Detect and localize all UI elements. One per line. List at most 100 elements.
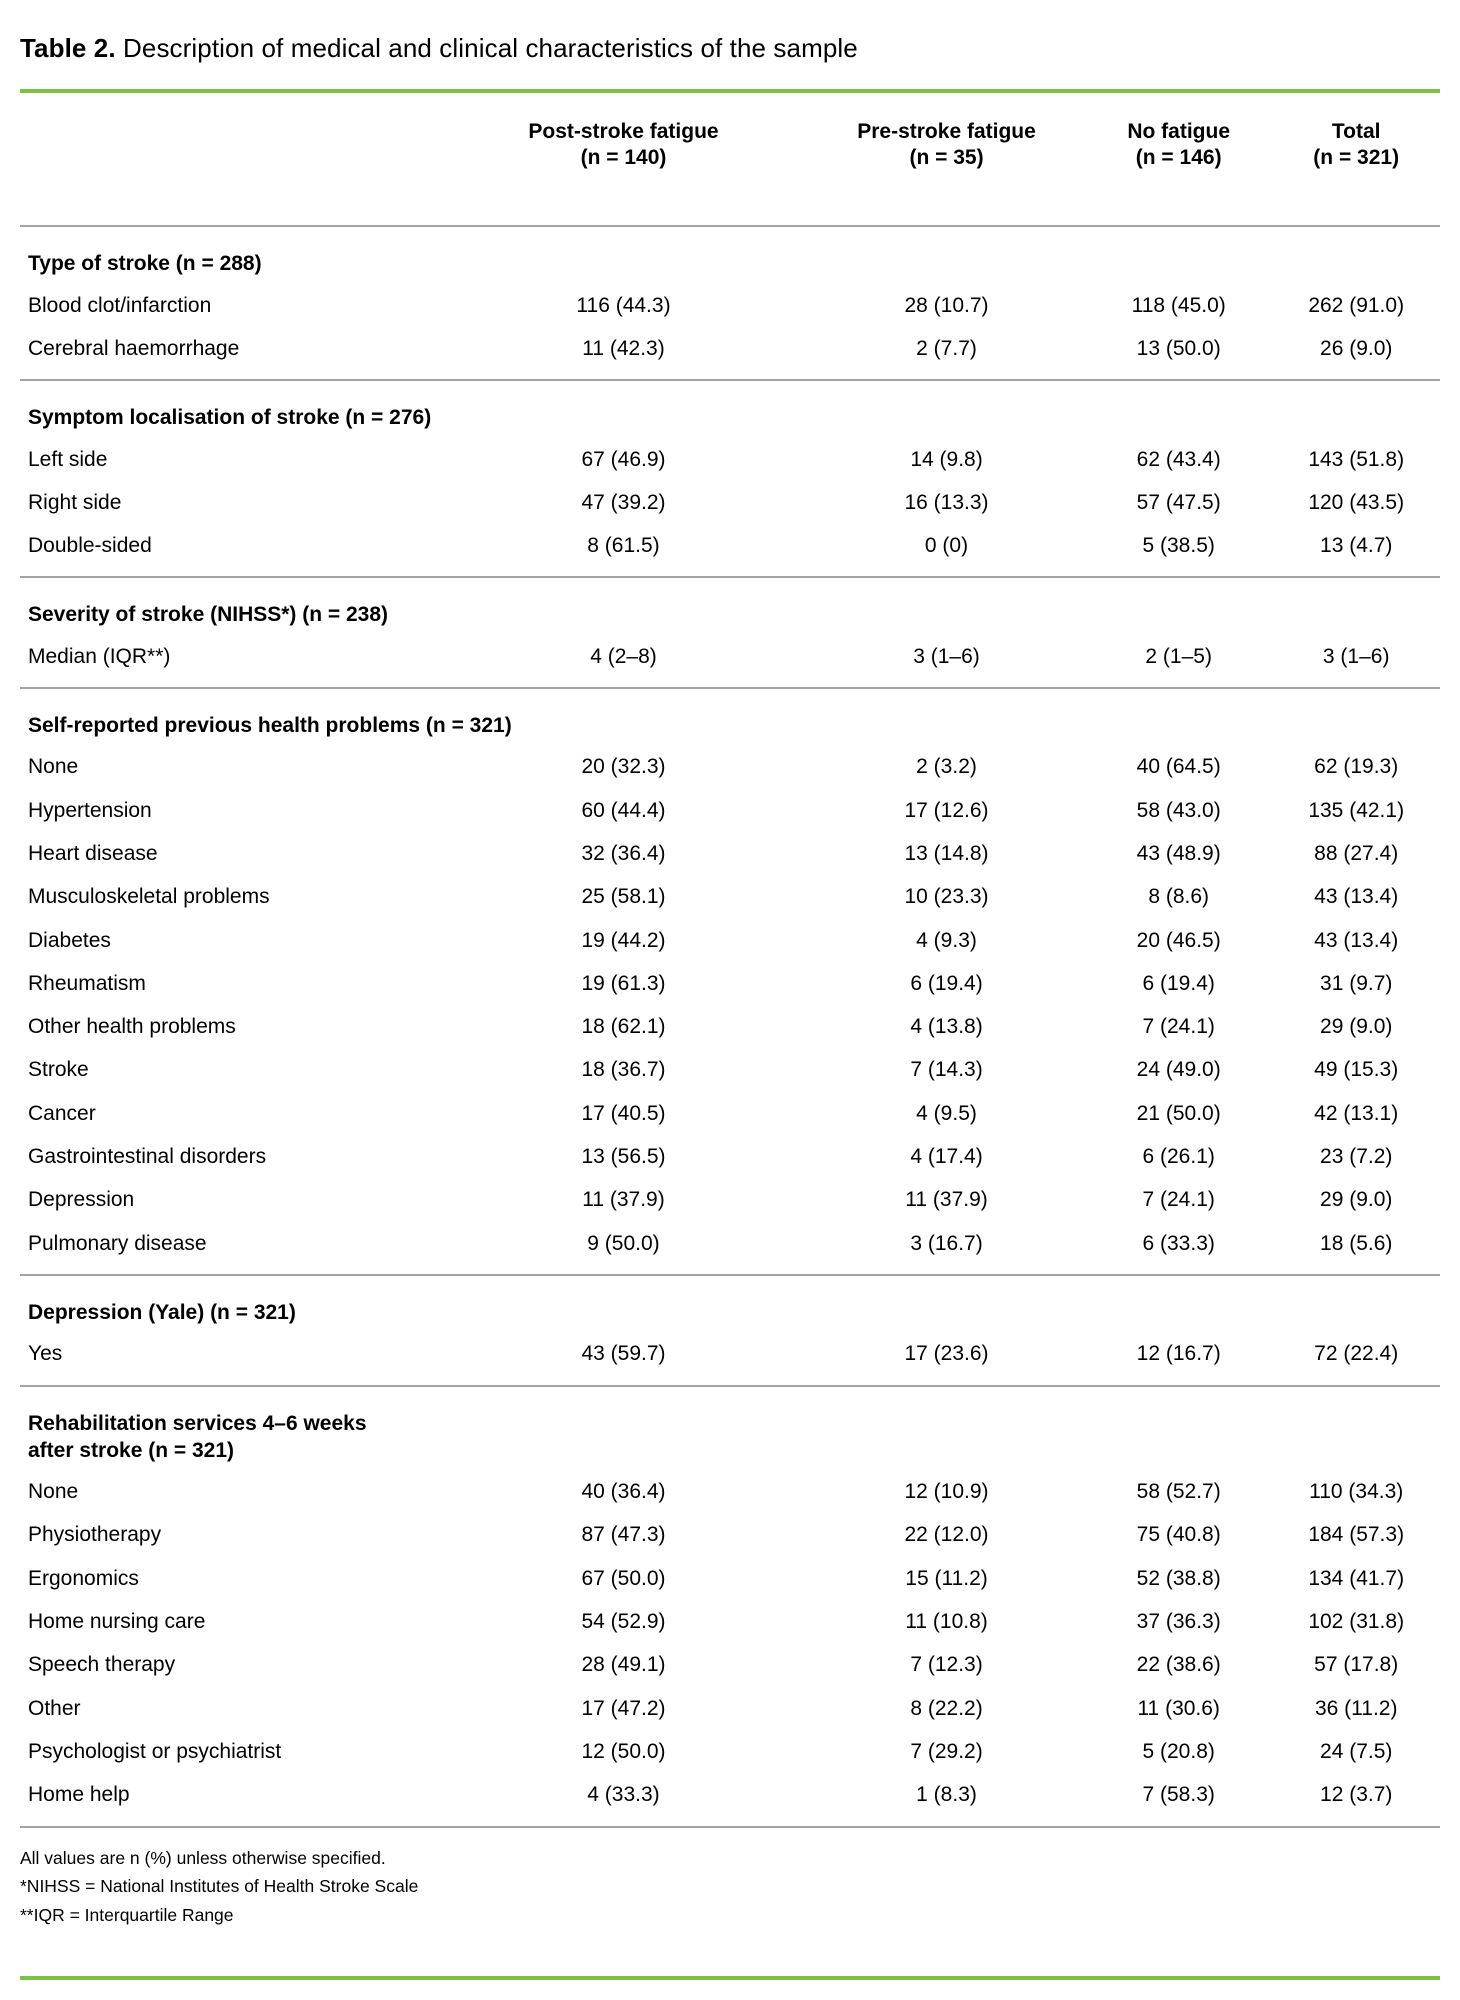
row-label: Rheumatism bbox=[28, 971, 146, 995]
row-label: Left side bbox=[28, 447, 108, 471]
cell-value: 1 (8.3) bbox=[916, 1783, 977, 1807]
table-head: Post-stroke fatigue (n = 140) Pre-stroke f… bbox=[20, 119, 1440, 227]
section-header: Severity of stroke (NIHSS*) (n = 238) bbox=[20, 577, 1440, 634]
cell-value: 6 (19.4) bbox=[1142, 971, 1215, 995]
cell-value: 8 (61.5) bbox=[587, 534, 660, 558]
column-header-line2: (n = 146) bbox=[1135, 145, 1222, 169]
cell-value: 5 (38.5) bbox=[1142, 534, 1215, 558]
row-label: Double-sided bbox=[28, 534, 152, 558]
table-row: Speech therapy 28 (49.1) 7 (12.3) 22 (38.6)… bbox=[20, 1643, 1440, 1686]
cell-value: 8 (8.6) bbox=[1148, 885, 1210, 909]
section-header-row: Symptom localisation of stroke (n = 276) bbox=[20, 380, 1440, 437]
cell-value: 12 (10.9) bbox=[904, 1480, 989, 1504]
cell-value: 7 (29.2) bbox=[910, 1739, 983, 1763]
row-label: Heart disease bbox=[28, 841, 158, 865]
cell-value: 42 (13.1) bbox=[1314, 1101, 1399, 1125]
table-section: Type of stroke (n = 288) Blood clot/infar… bbox=[20, 226, 1440, 380]
table-row: Cerebral haemorrhage 11 (42.3) 2 (7.7) 13 (… bbox=[20, 327, 1440, 380]
table-row: Musculoskeletal problems 25 (58.1) 10 (23.… bbox=[20, 875, 1440, 918]
cell-value: 26 (9.0) bbox=[1320, 337, 1393, 360]
table-row: Gastrointestinal disorders 13 (56.5) 4 (17… bbox=[20, 1135, 1440, 1178]
cell-value: 24 (7.5) bbox=[1320, 1739, 1393, 1763]
cell-value: 18 (62.1) bbox=[581, 1015, 666, 1039]
cell-value: 40 (64.5) bbox=[1136, 755, 1221, 779]
table-row: Physiotherapy 87 (47.3) 22 (12.0) 75 (40.8)… bbox=[20, 1513, 1440, 1556]
table-row: Double-sided 8 (61.5) 0 (0) 5 (38.5) 13 (4.7… bbox=[20, 524, 1440, 577]
table-row: Home nursing care 54 (52.9) 11 (10.8) 37 (3… bbox=[20, 1600, 1440, 1643]
cell-value: 13 (4.7) bbox=[1320, 534, 1393, 558]
cell-value: 3 (1–6) bbox=[913, 644, 980, 668]
cell-value: 13 (56.5) bbox=[581, 1145, 666, 1169]
cell-value: 6 (26.1) bbox=[1142, 1145, 1215, 1169]
cell-value: 18 (36.7) bbox=[581, 1058, 666, 1082]
table-row: Median (IQR**) 4 (2–8) 3 (1–6) 2 (1–5) 3 (1–… bbox=[20, 635, 1440, 688]
section-header-line1: Self-reported previous health problems (… bbox=[28, 714, 512, 738]
table-number-label: Table 2. bbox=[20, 33, 116, 63]
column-header: Post-stroke fatigue (n = 140) bbox=[439, 119, 808, 227]
cell-value: 2 (1–5) bbox=[1145, 644, 1212, 668]
cell-value: 20 (32.3) bbox=[581, 755, 666, 779]
cell-value: 4 (9.3) bbox=[916, 928, 977, 952]
section-header-line1: Severity of stroke (NIHSS*) (n = 238) bbox=[28, 603, 389, 627]
cell-value: 11 (37.9) bbox=[582, 1188, 665, 1212]
cell-value: 43 (13.4) bbox=[1314, 885, 1399, 909]
cell-value: 67 (50.0) bbox=[581, 1566, 666, 1590]
table-row: Blood clot/infarction 116 (44.3) 28 (10.7)… bbox=[20, 284, 1440, 327]
footnote: *NIHSS = National Institutes of Health S… bbox=[20, 1876, 419, 1897]
column-header-line2: (n = 140) bbox=[580, 145, 667, 169]
cell-value: 52 (38.8) bbox=[1136, 1566, 1221, 1590]
cell-value: 3 (16.7) bbox=[910, 1231, 983, 1255]
column-header-line1: No fatigue bbox=[1127, 119, 1231, 143]
cell-value: 20 (46.5) bbox=[1136, 928, 1221, 952]
cell-value: 19 (61.3) bbox=[581, 971, 666, 995]
green-rule-top bbox=[20, 88, 1440, 93]
row-label: Right side bbox=[28, 490, 122, 514]
table-title-text: Description of medical and clinical char… bbox=[115, 33, 858, 63]
section-header-row: Rehabilitation services 4–6 weeks after s… bbox=[20, 1386, 1440, 1471]
table-section: Symptom localisation of stroke (n = 276)… bbox=[20, 380, 1440, 577]
cell-value: 102 (31.8) bbox=[1308, 1610, 1405, 1634]
row-label: Ergonomics bbox=[28, 1566, 139, 1590]
section-header: Self-reported previous health problems (… bbox=[20, 688, 1440, 745]
column-header-line1: Pre-stroke fatigue bbox=[857, 119, 1036, 143]
cell-value: 60 (44.4) bbox=[581, 798, 666, 822]
cell-value: 6 (33.3) bbox=[1142, 1231, 1215, 1255]
cell-value: 28 (10.7) bbox=[904, 293, 989, 317]
cell-value: 9 (50.0) bbox=[587, 1231, 660, 1255]
column-header-line2: (n = 321) bbox=[1313, 145, 1400, 169]
cell-value: 88 (27.4) bbox=[1314, 841, 1399, 865]
sample-characteristics-table: Post-stroke fatigue (n = 140) Pre-stroke f… bbox=[20, 119, 1440, 1828]
cell-value: 18 (5.6) bbox=[1320, 1231, 1393, 1255]
section-header: Rehabilitation services 4–6 weeks after s… bbox=[20, 1386, 1440, 1471]
cell-value: 58 (52.7) bbox=[1136, 1480, 1221, 1504]
column-header-row: Post-stroke fatigue (n = 140) Pre-stroke f… bbox=[20, 119, 1440, 227]
row-label: Blood clot/infarction bbox=[28, 293, 212, 317]
cell-value: 43 (13.4) bbox=[1314, 928, 1399, 952]
cell-value: 32 (36.4) bbox=[581, 841, 666, 865]
cell-value: 4 (33.3) bbox=[587, 1783, 660, 1807]
row-label: Median (IQR**) bbox=[28, 644, 171, 668]
page-title: Table 2. Description of medical and clin… bbox=[20, 32, 1440, 65]
cell-value: 4 (17.4) bbox=[910, 1145, 983, 1169]
cell-value: 47 (39.2) bbox=[581, 490, 666, 514]
section-header-line1: Type of stroke (n = 288) bbox=[28, 252, 262, 276]
cell-value: 7 (58.3) bbox=[1142, 1783, 1215, 1807]
cell-value: 21 (50.0) bbox=[1136, 1101, 1221, 1125]
cell-value: 40 (36.4) bbox=[581, 1480, 666, 1504]
table-row: None 40 (36.4) 12 (10.9) 58 (52.7) 110 (34.3… bbox=[20, 1470, 1440, 1513]
cell-value: 135 (42.1) bbox=[1308, 798, 1405, 822]
row-label: Yes bbox=[28, 1342, 63, 1366]
cell-value: 43 (48.9) bbox=[1136, 841, 1221, 865]
cell-value: 3 (1–6) bbox=[1322, 644, 1390, 668]
cell-value: 17 (12.6) bbox=[904, 798, 989, 822]
cell-value: 28 (49.1) bbox=[581, 1653, 666, 1677]
row-label: Cerebral haemorrhage bbox=[28, 337, 240, 360]
cell-value: 72 (22.4) bbox=[1314, 1342, 1399, 1366]
column-header: Pre-stroke fatigue (n = 35) bbox=[808, 119, 1085, 227]
cell-value: 43 (59.7) bbox=[581, 1342, 666, 1366]
cell-value: 2 (3.2) bbox=[916, 755, 977, 779]
table-row: Ergonomics 67 (50.0) 15 (11.2) 52 (38.8) 134… bbox=[20, 1557, 1440, 1600]
row-label: Depression bbox=[28, 1188, 135, 1212]
table-row: Heart disease 32 (36.4) 13 (14.8) 43 (48.9)… bbox=[20, 832, 1440, 875]
table-row: Rheumatism 19 (61.3) 6 (19.4) 6 (19.4) 31 (9… bbox=[20, 962, 1440, 1005]
